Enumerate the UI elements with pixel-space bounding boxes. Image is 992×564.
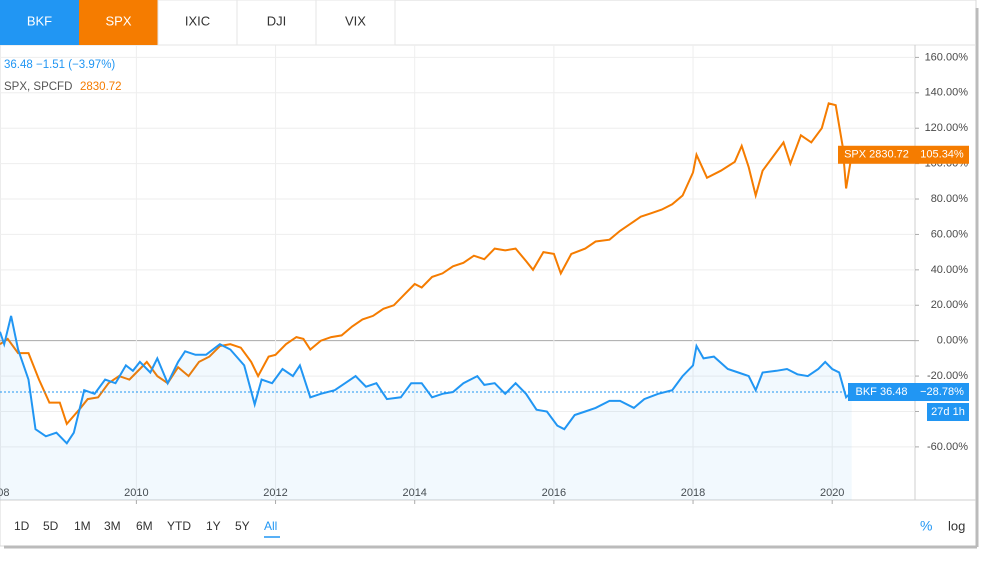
legend-compare-name: SPX, SPCFD: [4, 81, 72, 93]
range-button[interactable]: 5Y: [235, 519, 250, 533]
range-button[interactable]: 1D: [14, 519, 30, 533]
y-tick-label: -60.00%: [927, 441, 968, 453]
x-tick-label: 2018: [681, 487, 705, 499]
tab-label[interactable]: SPX: [105, 13, 131, 28]
range-button[interactable]: YTD: [167, 519, 191, 533]
y-tick-label: 160.00%: [925, 51, 969, 63]
x-tick-label: 2014: [402, 487, 426, 499]
x-tick-label: 2012: [263, 487, 287, 499]
y-tick-label: 60.00%: [931, 228, 969, 240]
price-label: SPX 2830.72: [844, 149, 909, 161]
tab[interactable]: [157, 0, 238, 46]
tab-label[interactable]: DJI: [267, 13, 287, 28]
countdown-badge: [927, 403, 969, 422]
x-tick-label: 2008: [0, 487, 9, 499]
scale-button[interactable]: %: [920, 518, 932, 534]
area: [0, 315, 852, 500]
value-badge: [915, 383, 969, 402]
tab[interactable]: [79, 0, 158, 45]
x-tick-label: 2020: [820, 487, 844, 499]
price-label: BKF 36.48: [856, 386, 908, 398]
x-tick-label: 2010: [124, 487, 148, 499]
y-tick-label: 40.00%: [931, 264, 969, 276]
y-tick-label: 0.00%: [937, 335, 968, 347]
y-tick-label: -20.00%: [927, 370, 968, 382]
range-button[interactable]: 6M: [136, 519, 153, 533]
frame: [0, 0, 977, 547]
legend-compare-value: 2830.72: [80, 81, 122, 93]
y-tick-label: 120.00%: [925, 122, 969, 134]
tab[interactable]: [0, 0, 79, 45]
y-tick-label: 140.00%: [925, 87, 969, 99]
price-badge: [848, 383, 915, 402]
scale-button[interactable]: log: [948, 518, 965, 533]
tab-label[interactable]: IXIC: [185, 13, 210, 28]
value-label: −28.78%: [920, 386, 964, 398]
range-button[interactable]: All: [264, 519, 277, 533]
tab-label[interactable]: VIX: [345, 13, 366, 28]
range-button[interactable]: 5D: [43, 519, 59, 533]
tab-label[interactable]: BKF: [27, 13, 52, 28]
y-tick-label: 20.00%: [931, 299, 969, 311]
price-badge: [838, 145, 915, 164]
value-badge: [915, 145, 969, 164]
range-button[interactable]: 1M: [74, 519, 91, 533]
range-button[interactable]: 3M: [104, 519, 121, 533]
line: [0, 315, 853, 445]
legend-main: 36.48 −1.51 (−3.97%): [4, 59, 115, 71]
tab[interactable]: [315, 0, 396, 46]
x-tick-label: 2016: [542, 487, 566, 499]
range-button[interactable]: 1Y: [206, 519, 221, 533]
countdown-label: 27d 1h: [931, 406, 965, 418]
value-label: 105.34%: [920, 149, 964, 161]
y-tick-label: 80.00%: [931, 193, 969, 205]
